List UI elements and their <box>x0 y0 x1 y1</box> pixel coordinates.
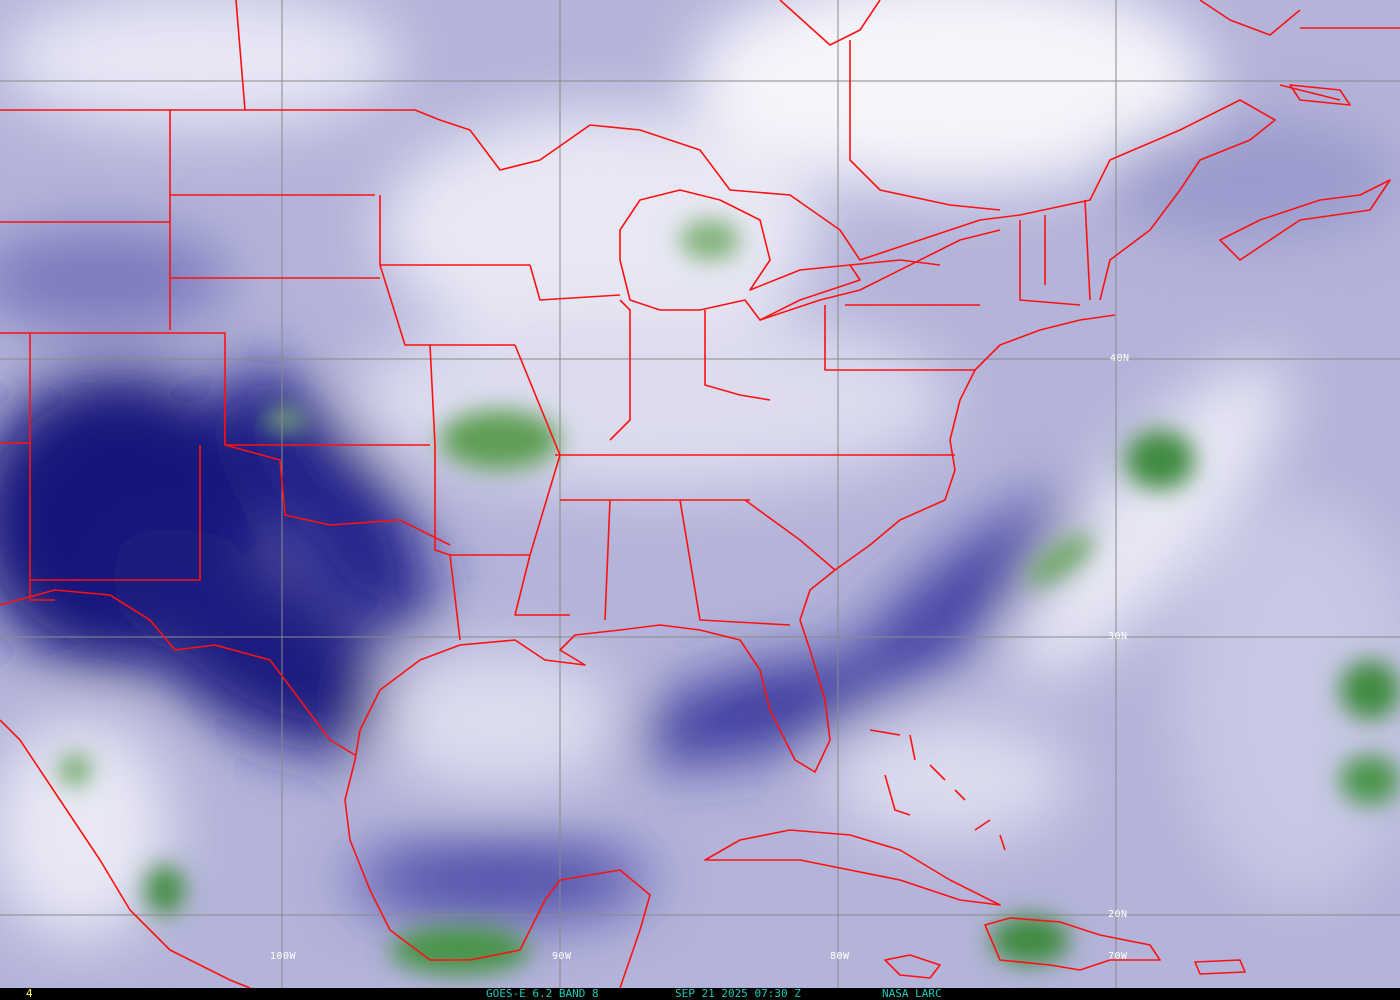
lat-label-20n: 20N <box>1108 909 1128 920</box>
lon-label-100w: 100W <box>270 951 297 962</box>
lon-label-80w: 80W <box>830 951 850 962</box>
nova-scotia <box>1219 179 1391 261</box>
hudson-bay-coast <box>235 0 1400 211</box>
frame-number: 4 <box>26 987 33 1000</box>
cuba <box>704 829 1001 906</box>
great-lakes <box>619 189 861 321</box>
footer-bar: 4 GOES-E 6.2 BAND 8 SEP 21 2025 07:30 Z … <box>0 988 1400 1000</box>
lake-ontario-erie <box>759 229 1001 321</box>
lon-label-90w: 90W <box>552 951 572 962</box>
bahamas <box>869 729 1006 851</box>
satellite-band: GOES-E 6.2 BAND 8 <box>486 987 599 1000</box>
us-canada-border <box>0 99 1276 301</box>
image-datetime: SEP 21 2025 07:30 Z <box>675 987 801 1000</box>
hispaniola <box>984 917 1161 971</box>
mexico-pacific-coast <box>0 719 251 989</box>
jamaica <box>884 954 941 979</box>
lat-label-30n: 30N <box>1108 631 1128 642</box>
state-lines <box>0 110 1091 641</box>
lat-label-40n: 40N <box>1110 353 1130 364</box>
puerto-rico <box>1194 959 1246 975</box>
rio-grande-border <box>0 589 356 756</box>
image-source: NASA LARC <box>882 987 942 1000</box>
east-coast <box>344 314 1116 989</box>
lon-label-70w: 70W <box>1108 951 1128 962</box>
